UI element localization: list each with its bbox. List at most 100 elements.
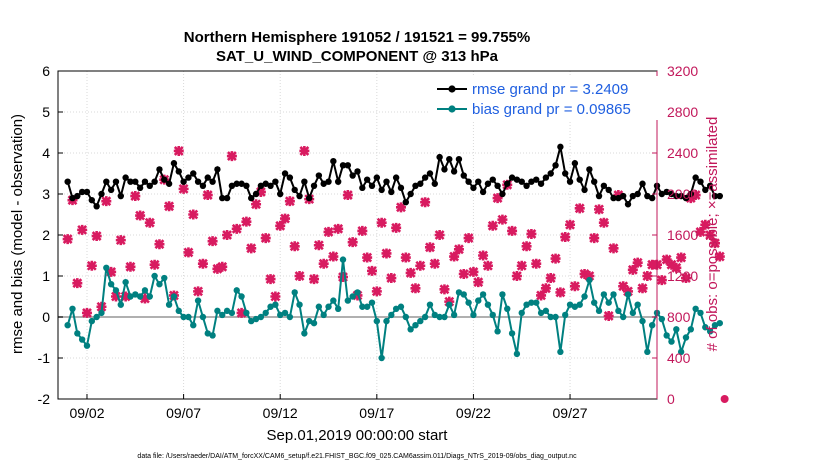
data-point-bias [78,336,86,343]
y-tick-label-left: 1 [42,268,50,284]
data-point-rmse [88,196,96,204]
obs-count-marker [632,257,643,268]
data-point-bias [489,311,496,319]
obs-count-marker [154,239,165,250]
obs-count-marker [265,274,276,285]
data-point-rmse [132,178,139,185]
obs-count-marker [183,247,194,258]
data-point-bias [277,311,284,319]
data-point-rmse [373,174,381,181]
y-tick-label-right: 3200 [667,63,698,79]
data-point-rmse [711,192,719,200]
data-point-rmse [610,194,617,202]
data-point-rmse [436,153,443,161]
obs-count-marker [458,268,469,279]
data-point-rmse [325,178,332,185]
obs-count-marker [91,231,102,242]
data-point-bias [697,309,704,317]
data-point-bias [508,330,516,337]
data-point-bias [388,311,395,319]
data-point-bias [441,313,448,321]
obs-count-marker [536,290,547,301]
obs-count-marker [202,190,213,201]
obs-count-marker [700,219,711,230]
data-point-rmse [199,182,207,189]
data-point-rmse [262,180,269,187]
obs-count-marker [236,307,247,318]
obs-count-marker [193,286,204,297]
data-point-bias [475,297,482,304]
data-point-bias [615,307,622,315]
data-point-bias [368,299,376,306]
data-point-rmse [194,178,202,185]
data-point-rmse [581,186,588,194]
data-point-rmse [305,194,313,202]
obs-count-marker [642,271,653,281]
obs-count-marker [318,258,329,269]
obs-count-marker [391,222,402,233]
y-tick-label-left: 0 [42,309,50,325]
data-point-bias [238,293,245,300]
data-point-bias [286,313,294,321]
data-point-rmse [219,194,226,202]
data-point-bias [663,332,670,339]
obs-count-marker [526,228,537,239]
data-point-bias [378,354,385,362]
obs-count-marker [139,293,150,304]
data-point-bias [122,278,129,286]
obs-count-marker [106,266,117,277]
data-point-rmse [668,190,675,198]
chart-title-line1: Northern Hemisphere 191052 / 191521 = 99… [184,29,530,46]
data-point-bias [392,305,400,312]
obs-count-marker [516,260,527,271]
obs-count-marker [362,252,373,263]
x-tick-label: 09/17 [359,405,394,421]
y-tick-label-right: 800 [667,309,691,325]
data-point-rmse [170,160,178,167]
data-point-bias [117,301,124,308]
axis-ticks: -2 -1 0 1 2 3 4 5 6 0 400 800 1200 1600 2000 2400 2800 32… [38,63,699,421]
legend-rmse-text: rmse grand pr = 3.2409 [472,81,628,98]
data-point-bias [595,307,603,315]
x-tick-label: 09/07 [166,405,201,421]
data-point-rmse [233,180,240,187]
data-point-rmse [156,166,163,173]
y-tick-label-left: -2 [38,391,51,407]
data-point-rmse [706,182,714,189]
data-point-rmse [547,170,554,177]
data-point-rmse [692,174,699,181]
data-point-rmse [161,176,168,183]
data-point-rmse [397,184,405,192]
obs-count-marker [342,190,353,201]
data-point-bias [716,319,723,327]
obs-count-marker [449,251,460,262]
data-point-bias [132,291,139,298]
data-point-rmse [697,178,704,185]
data-point-bias [465,299,472,306]
series-line-bias [66,259,721,359]
obs-count-marker [439,284,450,295]
data-point-rmse [296,192,303,200]
data-point-rmse [103,178,110,185]
data-point-rmse [180,178,187,185]
obs-count-marker [627,264,638,275]
data-point-bias [494,328,501,335]
obs-count-marker [328,251,339,262]
y-tick-label-left: 6 [42,63,50,79]
data-point-bias [209,332,216,339]
data-point-bias [648,322,656,329]
data-point-bias [180,313,187,321]
data-point-rmse [344,162,352,169]
obs-count-marker [478,250,489,261]
data-point-rmse [600,182,608,189]
data-point-rmse [243,182,250,189]
data-point-bias [629,309,637,317]
data-point-bias [305,317,313,325]
data-point-bias [591,299,598,306]
obs-count-marker [589,233,600,244]
data-point-rmse [460,172,467,179]
data-point-bias [69,305,76,312]
data-point-rmse [141,178,149,185]
data-point-bias [64,322,71,329]
data-point-bias [204,330,211,337]
